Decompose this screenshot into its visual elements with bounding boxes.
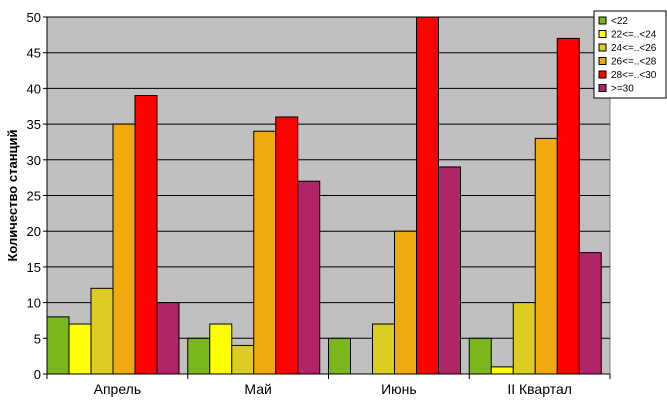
bar bbox=[275, 116, 299, 375]
y-tick-label: 10 bbox=[27, 296, 41, 311]
bar bbox=[372, 323, 395, 375]
bars bbox=[46, 16, 602, 375]
bar bbox=[253, 130, 277, 375]
legend-label: >=30 bbox=[611, 84, 634, 95]
y-tick-label: 30 bbox=[27, 153, 41, 168]
y-axis-label: Количество станций bbox=[5, 129, 20, 261]
legend-swatch bbox=[598, 70, 607, 79]
legend-label: 24<=..<26 bbox=[611, 43, 657, 54]
y-tick-label: 25 bbox=[27, 189, 41, 204]
legend-swatch bbox=[598, 16, 607, 25]
x-tick-label: II Квартал bbox=[507, 381, 572, 397]
bar bbox=[112, 123, 136, 375]
y-tick-label: 20 bbox=[27, 224, 41, 239]
y-tick-label: 35 bbox=[27, 117, 41, 132]
bar bbox=[134, 95, 158, 375]
bar bbox=[328, 337, 351, 375]
bar bbox=[231, 344, 255, 375]
y-tick-label: 40 bbox=[27, 81, 41, 96]
y-tick-label: 50 bbox=[27, 10, 41, 25]
bar bbox=[46, 316, 70, 375]
bar bbox=[578, 252, 602, 375]
bar bbox=[534, 137, 558, 375]
bar bbox=[187, 337, 211, 375]
bar bbox=[209, 323, 233, 375]
x-tick-label: Июнь bbox=[381, 381, 417, 397]
legend: <22 22<=..<24 24<=..<26 26<=..<28 28<=..<30 >… bbox=[593, 10, 667, 99]
bar bbox=[468, 337, 492, 375]
bar bbox=[438, 166, 461, 375]
bar bbox=[90, 287, 114, 375]
bar bbox=[490, 366, 514, 375]
legend-box bbox=[593, 10, 667, 99]
x-tick-label: Апрель bbox=[94, 381, 142, 397]
bar bbox=[68, 323, 92, 375]
x-tick-label: Май bbox=[244, 381, 271, 397]
legend-label: 28<=..<30 bbox=[611, 70, 657, 81]
y-tick-label: 0 bbox=[34, 367, 41, 382]
legend-swatch bbox=[598, 57, 607, 65]
bar bbox=[297, 180, 321, 375]
bar bbox=[416, 16, 439, 375]
legend-label: <22 bbox=[611, 16, 628, 27]
y-tick-label: 15 bbox=[27, 260, 41, 275]
legend-swatch bbox=[598, 30, 607, 38]
axes: 0 5 10 15 20 25 30 35 40 45 50 Апрель Май Июнь II Квар… bbox=[27, 10, 611, 397]
bar bbox=[512, 302, 536, 375]
legend-label: 22<=..<24 bbox=[611, 30, 657, 41]
legend-swatch bbox=[598, 84, 607, 92]
y-tick-label: 5 bbox=[34, 331, 41, 346]
legend-swatch bbox=[598, 43, 607, 52]
bar bbox=[556, 37, 580, 375]
y-tick-label: 45 bbox=[27, 46, 41, 61]
bar bbox=[394, 230, 417, 375]
bar bbox=[156, 302, 180, 375]
legend-label: 26<=..<28 bbox=[611, 57, 657, 68]
